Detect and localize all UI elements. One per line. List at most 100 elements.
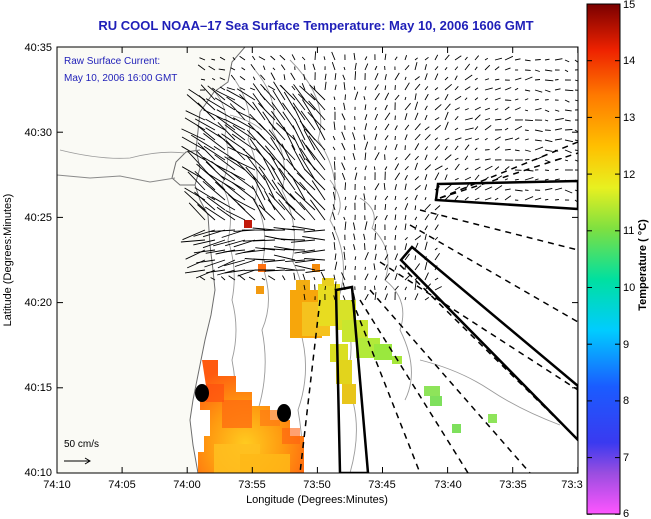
current-vector: [464, 155, 469, 161]
current-vector: [384, 285, 388, 291]
current-vector: [258, 102, 276, 121]
current-vector: [414, 93, 417, 101]
current-vector: [364, 56, 368, 61]
current-vector: [394, 214, 397, 221]
current-vector: [302, 273, 306, 281]
current-vector: [198, 95, 216, 111]
current-vector: [269, 153, 286, 181]
current-vector: [312, 63, 316, 71]
current-vector: [232, 125, 256, 141]
current-vector: [384, 195, 389, 201]
colorbar-tick-label: 9: [623, 339, 629, 351]
current-vector: [264, 145, 286, 171]
current-vector: [504, 166, 510, 171]
current-vector: [214, 154, 236, 171]
current-vector: [216, 109, 236, 121]
current-vector: [444, 193, 452, 201]
current-vector: [273, 254, 296, 261]
current-vector: [364, 252, 369, 261]
current-vector: [293, 84, 306, 101]
current-vector: [283, 91, 296, 111]
current-vector: [271, 179, 286, 201]
current-vector: [292, 134, 306, 161]
current-vector: [474, 185, 482, 191]
colorbar-tick-label: 7: [623, 452, 629, 464]
current-vector: [414, 155, 419, 161]
current-vector: [314, 51, 317, 61]
current-vector: [384, 92, 390, 101]
current-vector: [464, 196, 469, 201]
current-vector: [292, 93, 306, 111]
current-vector: [235, 159, 256, 181]
current-vector: [464, 144, 470, 151]
current-vector: [301, 56, 306, 61]
current-vector: [504, 55, 514, 61]
current-vector: [534, 69, 540, 72]
x-tick-label: 73:45: [368, 479, 396, 491]
current-vector: [184, 190, 206, 211]
current-vector: [251, 185, 266, 211]
current-vector: [434, 252, 440, 261]
current-vector: [272, 89, 286, 111]
current-vector: [259, 93, 276, 111]
current-vector: [524, 196, 534, 201]
current-vector: [302, 236, 326, 241]
current-vector: [271, 110, 286, 131]
current-vector: [184, 117, 206, 131]
current-vector: [363, 233, 366, 241]
current-vector: [181, 128, 206, 141]
current-vector: [484, 78, 490, 81]
current-vector: [341, 162, 346, 171]
y-tick-label: 40:30: [24, 127, 52, 139]
current-vector: [564, 179, 569, 183]
current-vector: [424, 225, 428, 231]
current-vector: [454, 107, 460, 111]
current-vector: [196, 259, 216, 264]
current-vector: [374, 233, 376, 241]
current-vector: [211, 58, 216, 61]
current-vector: [484, 87, 493, 91]
current-vector: [333, 226, 336, 231]
current-vector: [574, 199, 578, 203]
current-vector: [434, 87, 439, 91]
current-vector: [564, 129, 573, 131]
current-vector: [554, 158, 562, 161]
current-vector: [444, 76, 449, 81]
y-tick-label: 40:15: [24, 382, 52, 394]
current-vector: [344, 221, 347, 231]
current-vector: [364, 123, 368, 131]
current-vector: [454, 157, 459, 161]
colorbar-label: Temperature ( °C): [637, 219, 649, 311]
current-vector: [494, 87, 501, 91]
current-vector: [544, 169, 549, 171]
current-vector: [224, 269, 246, 274]
colorbar-tick-label: 6: [623, 508, 629, 519]
current-vector: [313, 85, 316, 91]
current-vector: [434, 224, 439, 231]
current-vector: [334, 281, 337, 291]
current-vector: [494, 197, 499, 201]
map-title: RU COOL NOAA–17 Sea Surface Temperature:…: [98, 18, 534, 33]
current-vector: [554, 79, 559, 81]
current-vector: [253, 258, 276, 261]
current-vector: [364, 243, 366, 251]
current-vector: [305, 269, 326, 273]
current-vector: [278, 168, 296, 191]
current-vector: [203, 145, 226, 161]
current-vector: [292, 102, 306, 121]
current-vector: [484, 165, 493, 171]
current-vector: [444, 111, 449, 121]
current-vector: [364, 293, 369, 301]
current-vector: [434, 66, 439, 71]
current-vector: [404, 153, 411, 161]
current-vector: [374, 215, 378, 221]
current-vector: [343, 156, 346, 161]
current-vector: [267, 85, 276, 91]
current-vector: [293, 272, 296, 281]
current-vector: [414, 62, 418, 71]
current-vector: [454, 55, 462, 61]
current-vector: [332, 135, 336, 141]
current-vector: [239, 87, 246, 91]
x-tick-label: 73:3: [561, 479, 582, 491]
current-vector: [444, 93, 449, 101]
